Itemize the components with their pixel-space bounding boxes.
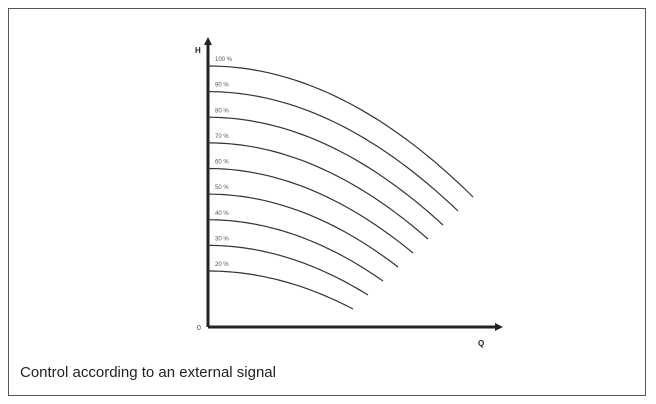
speed-curve-70: [208, 142, 429, 240]
speed-curve-50: [207, 193, 399, 268]
speed-curve-label: 40 %: [215, 211, 229, 217]
y-axis-label: H: [195, 46, 201, 55]
speed-curve-label: 80 %: [215, 108, 229, 114]
speed-curve-100: [207, 65, 474, 198]
speed-curve-30: [208, 244, 369, 296]
figure-caption: Control according to an external signal: [20, 364, 276, 381]
speed-curve-60: [207, 167, 414, 254]
speed-curve-label: 100 %: [215, 57, 233, 63]
speed-curve-20: [208, 270, 354, 310]
x-axis-label: Q: [478, 339, 484, 348]
speed-curve-label: 50 %: [215, 185, 229, 191]
speed-curve-label: 30 %: [215, 236, 229, 242]
speed-curve-label: 90 %: [215, 83, 229, 89]
pump-curve-chart: H Q 0 100 % 90 % 80 % 70 % 60 % 50 % 40 % 30 % 2…: [195, 37, 503, 348]
origin-label: 0: [197, 325, 201, 332]
speed-curves: 100 % 90 % 80 % 70 % 60 % 50 % 40 % 30 % 20 %: [207, 57, 474, 310]
speed-curve-label: 60 %: [215, 160, 229, 166]
speed-curve-40: [207, 219, 384, 282]
figure-frame: H Q 0 100 % 90 % 80 % 70 % 60 % 50 % 40 % 30 % 2…: [8, 8, 646, 396]
speed-curve-90: [207, 91, 459, 212]
speed-curve-80: [207, 116, 444, 226]
speed-curve-label: 70 %: [215, 134, 229, 140]
speed-curve-label: 20 %: [215, 262, 229, 268]
